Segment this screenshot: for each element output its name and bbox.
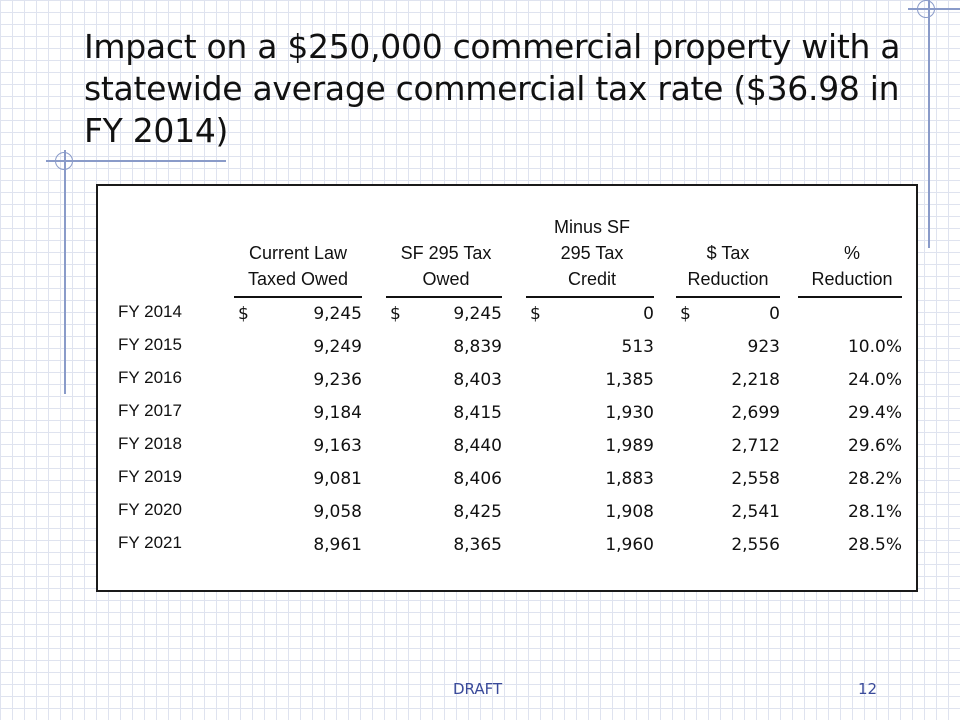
- table-cell: 9,245: [313, 304, 362, 324]
- table-cell: 2,218: [731, 370, 780, 390]
- decor-vertical-line-right: [928, 0, 930, 248]
- table-cell: 2,558: [731, 469, 780, 489]
- table-cell: 8,406: [453, 469, 502, 489]
- column-header-line: Reduction: [687, 269, 769, 289]
- table-cell: 8,440: [453, 436, 502, 456]
- column-header-line: %: [843, 243, 860, 263]
- table-cell: 1,989: [605, 436, 654, 456]
- table-cell: 8,415: [453, 403, 502, 423]
- decor-vertical-line-left: [64, 150, 66, 394]
- row-year-label: FY 2016: [118, 368, 182, 387]
- row-year-label: FY 2020: [118, 500, 182, 519]
- decor-circle-right: [917, 0, 935, 18]
- table-cell: 29.6%: [847, 436, 902, 456]
- column-header-line: Minus SF: [553, 217, 631, 237]
- row-year-label: FY 2015: [118, 335, 182, 354]
- column-header-underline: [526, 296, 654, 298]
- table-cell: 8,403: [453, 370, 502, 390]
- table-cell: 1,385: [605, 370, 654, 390]
- column-header-underline: [676, 296, 780, 298]
- table-cell: 9,081: [313, 469, 362, 489]
- column-header-underline: [234, 296, 362, 298]
- table-cell: 8,365: [453, 535, 502, 555]
- currency-symbol: $: [680, 304, 691, 324]
- table-cell: 28.1%: [847, 502, 902, 522]
- page-title: Impact on a $250,000 commercial property…: [84, 27, 901, 150]
- table-cell: 2,712: [731, 436, 780, 456]
- table-cell: 10.0%: [847, 337, 902, 357]
- decor-circle: [55, 152, 73, 170]
- table-cell: 9,249: [313, 337, 362, 357]
- table-cell: 2,556: [731, 535, 780, 555]
- table-cell: 29.4%: [847, 403, 902, 423]
- column-header-line: Current Law: [248, 243, 348, 263]
- table-cell: 1,930: [605, 403, 654, 423]
- table-cell: 28.5%: [847, 535, 902, 555]
- table-cell: 8,839: [453, 337, 502, 357]
- table-cell: 1,883: [605, 469, 654, 489]
- row-year-label: FY 2021: [118, 533, 182, 552]
- page-number: 12: [858, 680, 878, 698]
- table-cell: 0: [643, 304, 654, 324]
- table-cell: 8,425: [453, 502, 502, 522]
- currency-symbol: $: [238, 304, 249, 324]
- table-cell: 9,058: [313, 502, 362, 522]
- column-header-line: Taxed Owed: [247, 269, 349, 289]
- table-cell: 0: [769, 304, 780, 324]
- row-year-label: FY 2018: [118, 434, 182, 453]
- table-cell: 9,245: [453, 304, 502, 324]
- column-header-line: Owed: [422, 269, 470, 289]
- table-cell: 8,961: [313, 535, 362, 555]
- column-header-underline: [386, 296, 502, 298]
- footer-label: DRAFT: [453, 680, 503, 698]
- column-header-line: Reduction: [811, 269, 893, 289]
- table-cell: 24.0%: [847, 370, 902, 390]
- column-header-underline: [798, 296, 902, 298]
- table-cell: 1,960: [605, 535, 654, 555]
- currency-symbol: $: [530, 304, 541, 324]
- table-cell: 9,184: [313, 403, 362, 423]
- data-table: [96, 184, 918, 592]
- row-year-label: FY 2017: [118, 401, 182, 420]
- row-year-label: FY 2019: [118, 467, 182, 486]
- row-year-label: FY 2014: [118, 302, 182, 321]
- table-cell: 2,699: [731, 403, 780, 423]
- table-cell: 2,541: [731, 502, 780, 522]
- table-cell: 1,908: [605, 502, 654, 522]
- column-header-line: SF 295 Tax: [400, 243, 492, 263]
- decor-horizontal-line-left: [46, 160, 226, 162]
- table-cell: 28.2%: [847, 469, 902, 489]
- table-cell: 923: [747, 337, 780, 357]
- column-header-line: $ Tax: [706, 243, 750, 263]
- table-cell: 9,236: [313, 370, 362, 390]
- column-header-line: Credit: [567, 269, 616, 289]
- table-cell: 513: [621, 337, 654, 357]
- column-header-line: 295 Tax: [560, 243, 624, 263]
- table-cell: 9,163: [313, 436, 362, 456]
- currency-symbol: $: [390, 304, 401, 324]
